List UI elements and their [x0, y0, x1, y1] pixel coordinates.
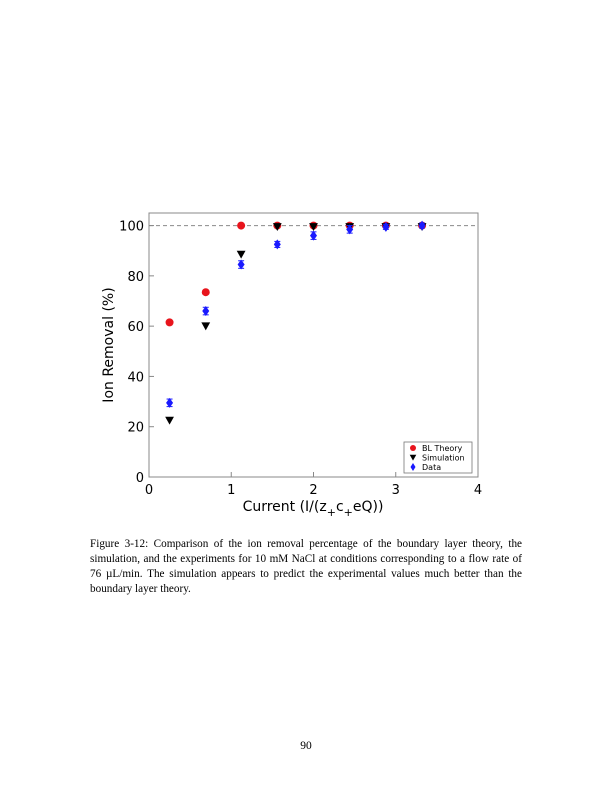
y-axis-ticks: 0 20 40 60 80 100 — [119, 220, 154, 486]
data-point — [166, 397, 174, 408]
legend-label-bl-theory: BL Theory — [422, 444, 463, 453]
legend-marker-data — [410, 463, 416, 471]
x-tick-label: 2 — [309, 483, 317, 498]
x-label-sub1: + — [327, 506, 336, 519]
data-point — [310, 230, 317, 241]
y-axis-label: Ion Removal (%) — [101, 287, 117, 402]
y-tick-label: 80 — [127, 270, 144, 285]
x-label-mid: c — [336, 499, 344, 515]
simulation-point — [236, 250, 246, 259]
figure-caption: Figure 3-12: Comparison of the ion remov… — [90, 537, 522, 597]
legend-marker-simulation — [409, 454, 417, 461]
caption-label: Figure 3-12: — [90, 538, 149, 550]
y-tick-label: 60 — [127, 320, 144, 335]
simulation-point — [165, 416, 174, 425]
data-point — [346, 224, 354, 235]
y-tick-label: 40 — [127, 370, 144, 385]
x-axis-ticks: 0 1 2 3 4 — [145, 472, 482, 498]
data-point — [237, 259, 245, 270]
x-label-tail: eQ)) — [353, 499, 384, 515]
y-tick-label: 0 — [136, 471, 144, 486]
simulation-point — [201, 322, 211, 331]
caption-text: Comparison of the ion removal percentage… — [90, 538, 523, 595]
bl-theory-point — [201, 288, 210, 297]
data-marks — [165, 220, 427, 425]
figure-ion-removal-chart: 0 1 2 3 4 0 20 40 60 80 100 Ion Removal (%) Curre… — [96, 205, 496, 525]
x-tick-label: 1 — [227, 483, 235, 498]
simulation-point — [272, 223, 282, 232]
data-point — [418, 220, 426, 231]
x-label-main: Current (I/(z — [243, 499, 327, 515]
data-point — [202, 306, 210, 317]
legend-label-data: Data — [422, 463, 441, 472]
x-label-sub2: + — [344, 506, 353, 519]
plot-frame — [148, 212, 479, 478]
x-tick-label: 0 — [145, 483, 153, 498]
data-point — [273, 239, 281, 250]
x-axis-label: Current (I/(z+c+eQ)) — [243, 499, 384, 519]
page-number: 90 — [300, 740, 312, 752]
x-tick-label: 3 — [392, 483, 400, 498]
simulation-point — [309, 223, 318, 232]
legend-label-simulation: Simulation — [422, 454, 465, 463]
legend-marker-bl-theory — [410, 445, 416, 451]
chart-svg: 0 1 2 3 4 0 20 40 60 80 100 Ion Removal (%) Curre… — [101, 212, 482, 519]
bl-theory-point — [237, 221, 246, 230]
y-tick-label: 100 — [119, 220, 144, 235]
y-tick-label: 20 — [127, 421, 144, 436]
bl-theory-point — [165, 318, 174, 327]
x-tick-label: 4 — [474, 483, 482, 498]
data-point — [382, 221, 390, 232]
